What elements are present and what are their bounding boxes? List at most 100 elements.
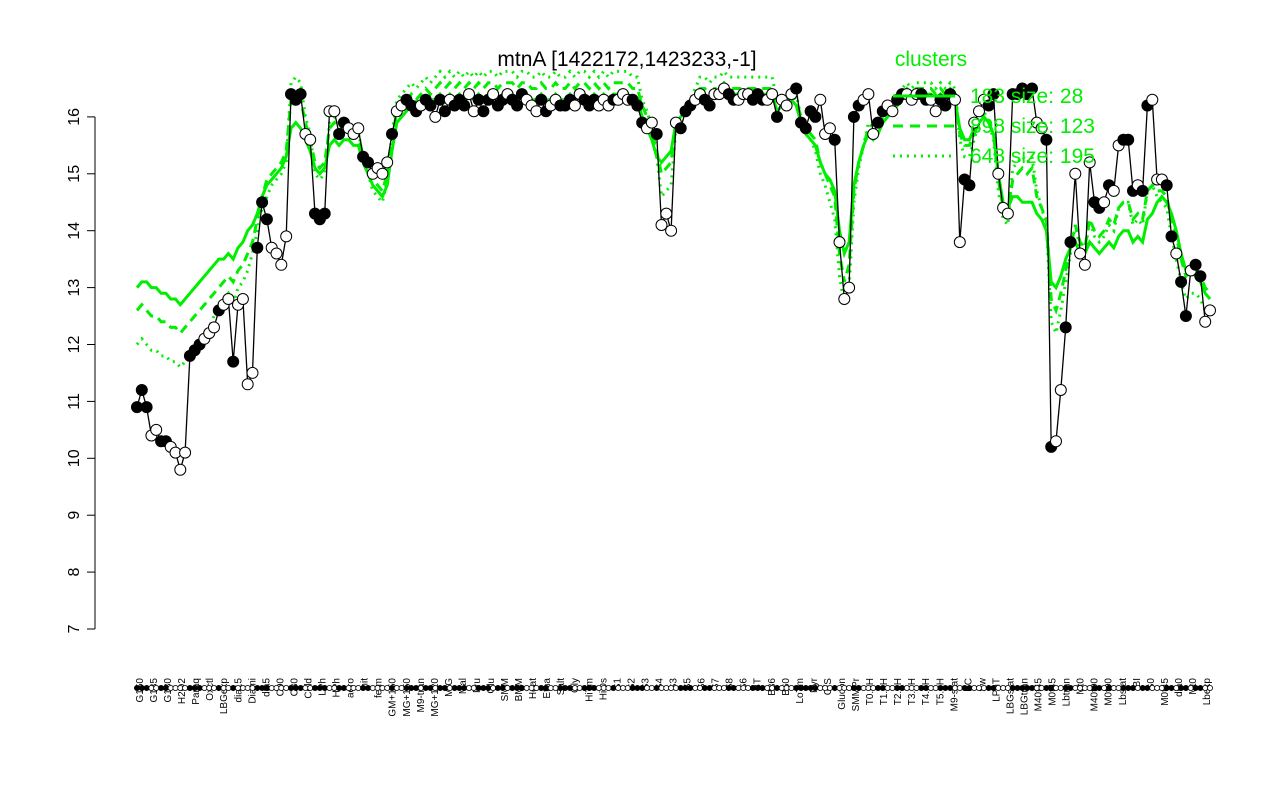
data-point [227, 355, 240, 368]
y-tick-label: 11 [66, 393, 83, 410]
sample-marker [855, 685, 862, 692]
data-point [660, 207, 673, 220]
data-point [1146, 93, 1159, 106]
x-tick-label: M40t45 [1034, 678, 1045, 712]
sample-marker [278, 685, 285, 692]
x-tick-label: H2O2 [177, 678, 188, 705]
sample-marker [398, 685, 405, 692]
data-point [814, 93, 827, 106]
x-tick-label: M0t45 [1160, 678, 1171, 706]
x-tick-label: Lbexp [1202, 678, 1213, 706]
data-point [973, 105, 985, 118]
data-point [631, 99, 644, 112]
series-line-dot [135, 69, 1212, 370]
sample-marker [937, 685, 944, 692]
x-tick-label: Lbstat [1118, 678, 1129, 705]
data-point [674, 122, 687, 135]
sample-marker [1057, 685, 1064, 692]
data-point [236, 293, 249, 305]
sample-marker [894, 685, 901, 692]
x-tick-label: S6 [697, 678, 708, 691]
data-point [1054, 384, 1067, 396]
data-point [847, 110, 860, 123]
data-point [645, 116, 658, 129]
data-point [140, 401, 153, 414]
y-tick-label: 13 [66, 279, 83, 297]
x-tick-label: M40t90 [1090, 678, 1101, 712]
data-point [1179, 310, 1192, 322]
data-point [655, 219, 668, 231]
data-point [1064, 236, 1077, 249]
x-tick-label: Lbtran [1062, 678, 1073, 706]
data-point [487, 88, 500, 101]
x-tick-label: M0t90 [1104, 678, 1115, 706]
legend-title: clusters [895, 48, 967, 71]
data-point [535, 93, 548, 106]
data-point [963, 179, 976, 192]
y-tick-label: 10 [66, 449, 83, 467]
data-point [1098, 196, 1111, 209]
sample-marker [441, 685, 448, 692]
data-point [318, 207, 331, 220]
data-point [352, 122, 365, 135]
x-tick-label: M9-tran [416, 678, 427, 712]
sample-marker [769, 685, 776, 692]
x-tick-label: BT [753, 678, 764, 691]
data-point [929, 105, 942, 118]
data-point [1001, 207, 1014, 220]
x-tick-label: S1 [612, 678, 623, 691]
x-tick-label: T5.0H [935, 678, 946, 705]
x-tick-label: SMMPr [851, 677, 862, 711]
data-point [939, 99, 952, 112]
y-tick-label: 16 [66, 108, 83, 126]
data-point [987, 88, 1000, 101]
x-axis: G150G135G180H2O2ParaqOxctlLBGexpdia15Dia… [133, 677, 1214, 717]
data-point [843, 281, 856, 294]
x-tick-label: S7 [711, 678, 722, 691]
data-point [333, 128, 346, 140]
sample-marker [1144, 685, 1151, 692]
data-point [270, 247, 283, 260]
y-tick-label: 14 [66, 222, 83, 240]
data-point [838, 293, 851, 305]
sample-marker [191, 685, 198, 692]
data-point [1170, 247, 1183, 260]
sample-marker [687, 685, 694, 692]
x-tick-label: S2 [626, 678, 637, 691]
x-tick-label: BC [963, 678, 974, 692]
data-point [1083, 156, 1096, 169]
sample-marker [605, 685, 612, 692]
data-point [294, 88, 307, 101]
data-point [424, 99, 437, 112]
y-tick-label: 9 [66, 511, 83, 520]
data-point [650, 128, 663, 140]
x-tick-label: S3 [669, 678, 680, 691]
data-point [362, 156, 374, 169]
legend-entry-648: 648 size: 195 [970, 145, 1095, 168]
series-line-dash [135, 80, 1212, 336]
data-point [1175, 275, 1188, 288]
x-tick-label: LBGtran [1019, 678, 1030, 715]
data-point [982, 99, 995, 112]
data-point [376, 167, 389, 180]
sample-marker [1101, 685, 1108, 692]
data-point [135, 384, 148, 396]
data-point [429, 110, 442, 123]
x-tick-label: MG+120 [430, 678, 441, 717]
series-layer [131, 69, 1216, 476]
sample-marker [360, 685, 367, 692]
y-tick-label: 15 [66, 165, 83, 183]
data-point [1059, 321, 1072, 334]
data-point [1194, 270, 1207, 283]
x-tick-label: T3.0H [907, 678, 918, 705]
data-point [1035, 122, 1048, 135]
x-tick-label: T4.0H [921, 678, 932, 705]
data-point [275, 258, 288, 271]
sample-marker [1019, 685, 1026, 692]
sample-marker [316, 685, 323, 692]
data-point [222, 293, 235, 305]
x-tick-label: Glucon [837, 678, 848, 710]
x-tick-label: T2.0H [893, 678, 904, 705]
legend-entry-898: 898 size: 123 [970, 115, 1095, 138]
